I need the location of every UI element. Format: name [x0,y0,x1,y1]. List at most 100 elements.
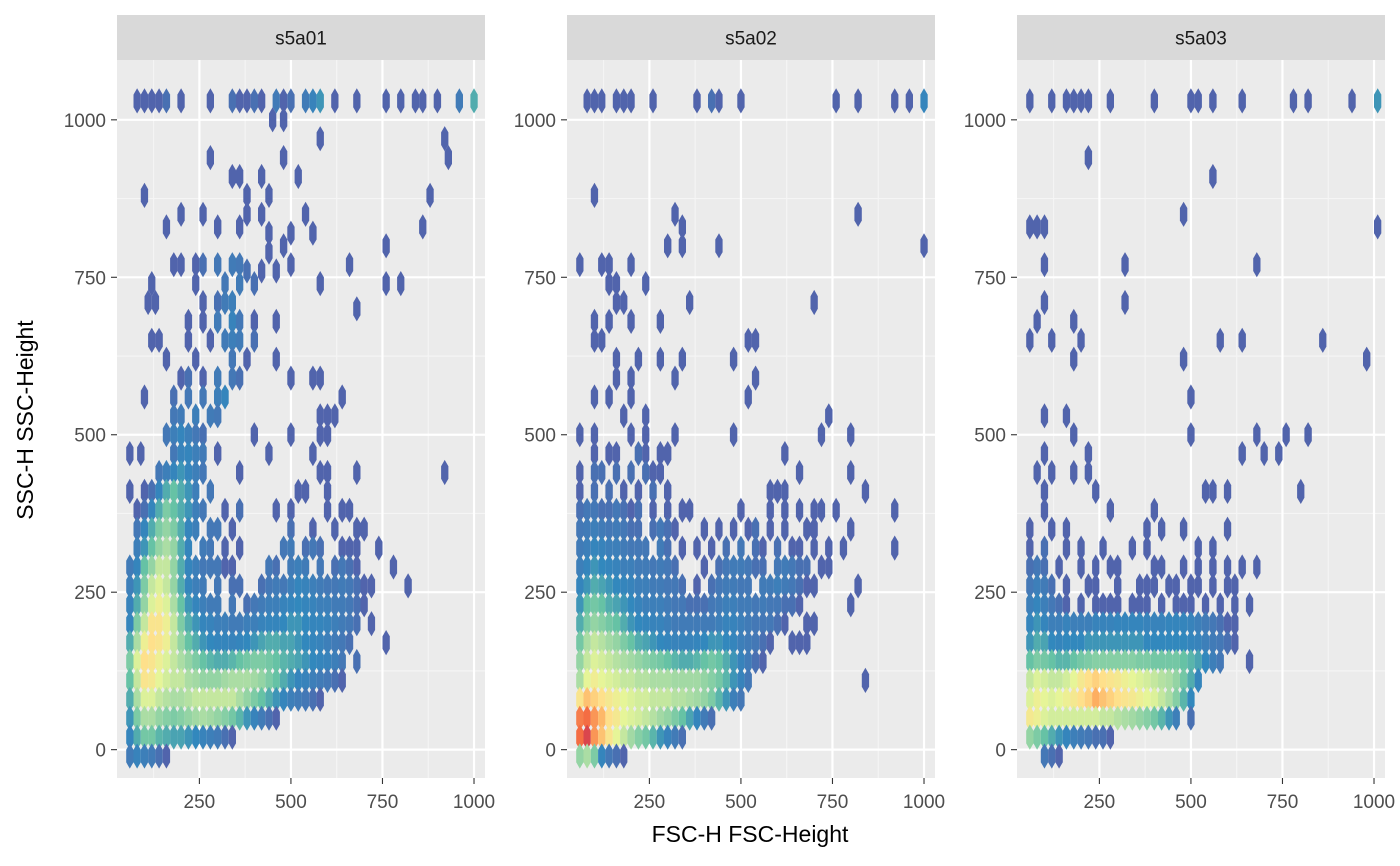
hexbin-cell [133,592,141,618]
hexbin-cell [1070,648,1078,675]
hexbin-cell [634,346,643,372]
hexbin-cell [221,705,229,731]
x-tick-label: 500 [725,792,757,813]
hexbin-cell [287,554,295,580]
hexbin-cell [715,554,723,580]
hexbin-cell [664,592,672,618]
hexbin-cell [1128,648,1136,675]
hexbin-cell [199,724,207,750]
hexbin-cell [331,648,339,675]
hexbin-cell [664,724,672,750]
hexbin-cell [1040,573,1049,599]
hexbin-cell [642,630,650,656]
hexbin-cell [634,724,643,750]
hexbin-cell [228,592,236,618]
hexbin-cell [236,648,244,675]
hexbin-cell [1363,346,1371,372]
y-tick-label: 1000 [964,111,1006,132]
hexbin-cell [620,289,628,316]
hexbin-cell [729,686,738,712]
hexbin-cell [744,384,752,410]
hexbin-cell [148,554,156,580]
hexbin-cell [199,573,207,599]
hexbin-cell [1114,705,1122,731]
hexbin-cell [272,648,280,675]
hexbin-cell [642,422,650,448]
hexbin-cell [598,724,606,750]
hexbin-cell [338,611,346,637]
hexbin-cell [656,630,664,656]
hexbin-cell [627,365,635,391]
hexbin-cell [301,686,310,712]
hexbin-cell [737,573,745,599]
hexbin-cell [649,459,657,486]
hexbin-cell [1048,573,1056,599]
y-tick-label: 250 [74,583,106,604]
hexbin-cell [854,573,862,599]
hexbin-cell [576,573,584,599]
hexbin-cell [678,648,686,675]
hexbin-cell [700,705,708,731]
hexbin-cell [1033,459,1041,486]
hexbin-cell [642,554,650,580]
hexbin-cell [605,384,613,410]
hexbin-cell [236,630,244,656]
hexbin-cell [693,686,701,712]
hexbin-cell [353,611,361,637]
hexbin-cell [1048,705,1056,731]
hexbin-cell [590,478,599,504]
hexbin-cell [817,554,826,580]
hexbin-cell [170,648,178,675]
hexbin-cell [686,592,694,618]
hexbin-cell [214,554,222,580]
hexbin-cell [192,459,200,486]
hexbin-cell [642,667,650,693]
hexbin-cell [228,573,236,599]
hexbin-cell [301,88,310,114]
hexbin-cell [671,705,679,731]
hexbin-cell [598,648,606,675]
hexbin-cell [612,459,621,486]
hexbin-cell [1297,478,1305,504]
hexbin-cell [309,611,317,637]
hexbin-cell [715,611,723,637]
hexbin-cell [744,648,752,675]
hexbin-cell [612,592,621,618]
hexbin-cell [228,611,236,637]
x-tick-label: 250 [184,792,216,813]
hexbin-cell [1187,686,1195,712]
hexbin-cell [612,705,621,731]
hexbin-cell [258,630,266,656]
hexbin-cell [1194,573,1202,599]
hexbin-cell [316,403,324,429]
hexbin-cell [1026,667,1034,693]
hexbin-cell [133,516,141,542]
hexbin-cell [316,459,324,486]
y-tick-label: 250 [524,583,556,604]
hexbin-cell [715,667,723,693]
hexbin-cell [620,403,628,429]
hexbin-cell [272,705,280,731]
hexbin-cell [287,667,295,693]
hexbin-cell [1062,611,1071,637]
hexbin-cell [236,365,244,391]
hexbin-cell [177,459,185,486]
hexbin-cell [649,611,657,637]
hexbin-cell [345,630,354,656]
hexbin-cell [250,327,258,353]
hexbin-cell [861,667,870,693]
hexbin-cell [170,630,178,656]
hexbin-cell [620,667,628,693]
hexbin-cell [1099,630,1107,656]
hexbin-cell [1062,630,1071,656]
hexbin-cell [206,648,214,675]
hexbin-cell [316,535,324,561]
hexbin-cell [331,630,339,656]
hexbin-cell [148,88,156,114]
hexbin-cell [301,648,310,675]
hexbin-cell [1187,667,1195,693]
hexbin-cell [1158,667,1166,693]
hexbin-cell [612,667,621,693]
hexbin-cell [192,554,200,580]
